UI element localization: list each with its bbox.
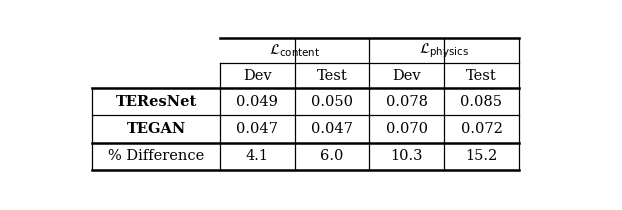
Text: 4.1: 4.1	[246, 149, 269, 163]
Text: % Difference: % Difference	[108, 149, 204, 163]
Text: 10.3: 10.3	[391, 149, 423, 163]
Text: 15.2: 15.2	[465, 149, 498, 163]
Text: TEGAN: TEGAN	[126, 122, 186, 136]
Text: 6.0: 6.0	[320, 149, 344, 163]
Text: 0.047: 0.047	[311, 122, 353, 136]
Text: $\mathcal{L}_{\mathrm{physics}}$: $\mathcal{L}_{\mathrm{physics}}$	[419, 41, 469, 60]
Text: Dev: Dev	[392, 69, 421, 83]
Text: Test: Test	[317, 69, 348, 83]
Text: 0.070: 0.070	[386, 122, 428, 136]
Text: 0.050: 0.050	[311, 95, 353, 109]
Text: 0.072: 0.072	[460, 122, 503, 136]
Text: TEResNet: TEResNet	[116, 95, 197, 109]
Text: 0.085: 0.085	[460, 95, 503, 109]
Text: Dev: Dev	[243, 69, 272, 83]
Text: 0.078: 0.078	[386, 95, 428, 109]
Text: 0.049: 0.049	[236, 95, 278, 109]
Text: 0.047: 0.047	[236, 122, 278, 136]
Text: Test: Test	[466, 69, 497, 83]
Text: $\mathcal{L}_{\mathrm{content}}$: $\mathcal{L}_{\mathrm{content}}$	[269, 42, 320, 59]
